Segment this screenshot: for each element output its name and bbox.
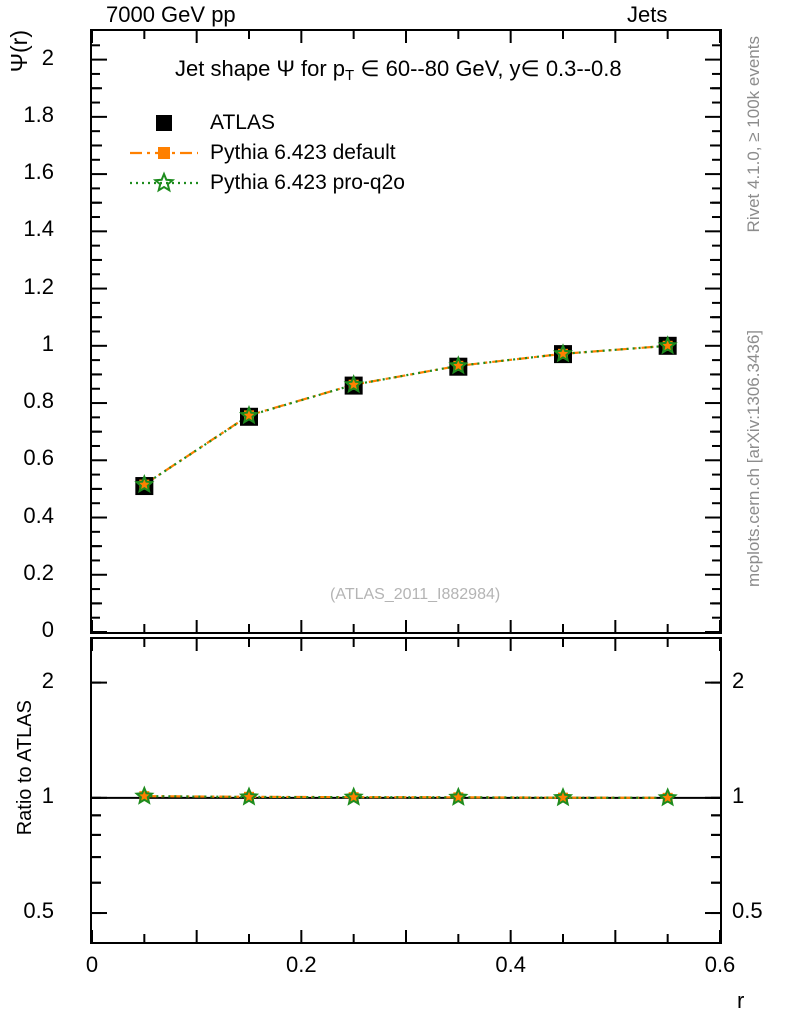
title-psi: Ψ: [276, 56, 295, 81]
main-plot-frame: [90, 29, 722, 634]
main-y-tick-label: 0: [41, 617, 54, 642]
title-text-a: Jet shape: [175, 56, 277, 81]
ratio-y-tick-label: 2: [41, 667, 54, 693]
main-y-tick-label: 0.6: [23, 445, 54, 471]
main-y-tick-label: 1.4: [23, 216, 54, 242]
header-analysis-label: Jets: [627, 2, 668, 27]
analysis-id-watermark: (ATLAS_2011_I882984): [330, 586, 501, 603]
ratio-y-tick-label: 0.5: [23, 898, 54, 924]
ratio-y-tick-label-right: 2: [732, 667, 745, 693]
ratio-plot-frame: [90, 637, 722, 944]
legend-marker-square-icon: [128, 140, 200, 166]
x-tick-label: 0.6: [704, 952, 736, 977]
x-tick-label: 0.4: [495, 952, 526, 977]
legend: ATLAS Pythia 6.423 default Pythia 6.423 pr…: [128, 108, 405, 198]
title-subscript-t: T: [345, 67, 355, 84]
rivet-version-caption: Rivet 4.1.0, ≥ 100k events: [744, 36, 763, 233]
legend-item: ATLAS: [128, 108, 405, 138]
title-text-b: for p: [294, 56, 346, 81]
legend-label: Pythia 6.423 default: [210, 141, 396, 164]
main-y-tick-label: 1.2: [23, 273, 54, 299]
ratio-y-tick-label-right: 0.5: [732, 898, 763, 924]
main-y-tick-label: 0.8: [23, 388, 54, 414]
legend-item: Pythia 6.423 pro-q2o: [128, 168, 405, 198]
legend-marker-square-icon: [128, 110, 200, 136]
legend-item: Pythia 6.423 default: [128, 138, 405, 168]
legend-label: ATLAS: [210, 111, 275, 134]
main-y-tick-label: 0.2: [23, 559, 54, 585]
main-y-tick-label: 1: [41, 330, 54, 356]
main-y-tick-label: 1.6: [23, 159, 54, 185]
title-text-c: ∈ 60--80 GeV, y∈ 0.3--0.8: [354, 56, 622, 81]
ratio-y-tick-label: 1: [41, 782, 54, 808]
x-tick-label: 0.2: [286, 952, 317, 977]
main-y-tick-label: 1.8: [23, 101, 54, 127]
x-axis-label: r: [737, 988, 745, 1013]
ratio-y-axis-label: Ratio to ATLAS: [14, 700, 36, 836]
plot-title: Jet shape Ψ for pT ∈ 60--80 GeV, y∈ 0.3-…: [175, 56, 622, 84]
legend-marker-star-icon: [128, 170, 200, 196]
x-tick-label: 0: [85, 952, 99, 977]
main-y-tick-label: 2: [41, 44, 54, 70]
legend-label: Pythia 6.423 pro-q2o: [210, 171, 405, 194]
header-beam-label: 7000 GeV pp: [106, 2, 236, 27]
mcplots-caption: mcplots.cern.ch [arXiv:1306.3436]: [744, 330, 763, 588]
main-y-tick-label: 0.4: [23, 502, 54, 528]
ratio-y-tick-label-right: 1: [732, 782, 745, 808]
